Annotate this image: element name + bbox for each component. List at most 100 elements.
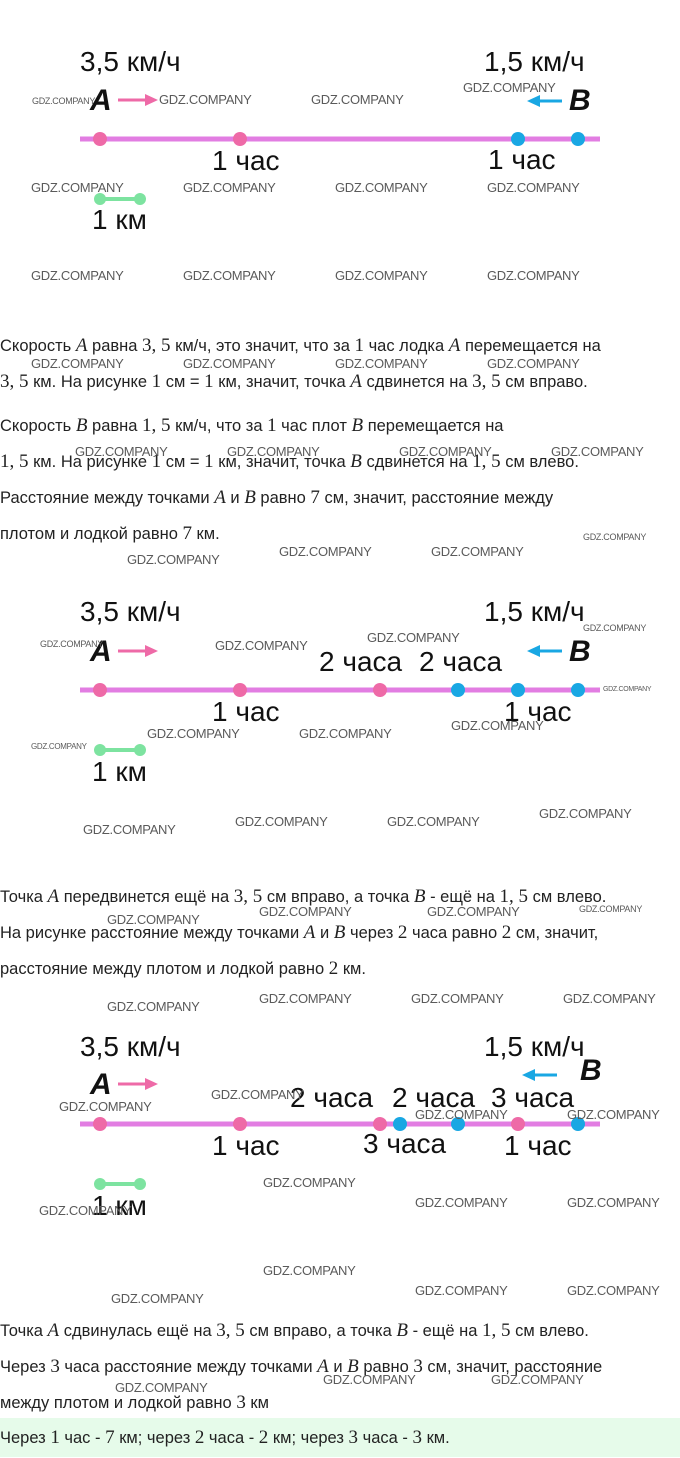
text: см, значит, (511, 924, 599, 942)
speed-b-label: 1,5 км/ч (484, 596, 585, 627)
raft-point (571, 1117, 585, 1131)
watermark: GDZ.COMPANY (603, 686, 652, 693)
text: см влево. (500, 453, 579, 471)
watermark: GDZ.COMPANY (335, 180, 428, 195)
text: плотом и лодкой равно (0, 525, 183, 543)
watermark: GDZ.COMPANY (31, 742, 87, 751)
point-b-label: B (569, 84, 591, 117)
math-b: B (347, 1356, 359, 1377)
math-number: 3 (348, 1427, 359, 1448)
math-b: B (351, 415, 364, 436)
text: км. На рисунке (28, 453, 152, 471)
math-number: 2 (397, 922, 408, 943)
speed-b-label: 1,5 км/ч (484, 46, 585, 77)
paragraph-distance: Расстояние между точками A и B равно 7 с… (0, 480, 680, 552)
point-b-label: B (569, 635, 591, 668)
hour-1-label: 1 час (212, 1130, 280, 1161)
math-a: A (303, 922, 316, 943)
hour-1-label: 1 час (504, 696, 572, 727)
point-b-label: B (580, 1054, 602, 1087)
text: - ещё на (407, 1322, 483, 1340)
math-number: 3, 5 (472, 371, 501, 392)
text: Скорость (0, 337, 76, 355)
hour-3-label: 3 часа (491, 1082, 575, 1113)
math-number: 7 (105, 1427, 115, 1448)
watermark: GDZ.COMPANY (107, 912, 200, 927)
math-number: 3, 5 (216, 1320, 245, 1341)
text: см вправо, а точка (262, 888, 414, 906)
text: перемещается на (460, 337, 601, 355)
math-b: B (413, 886, 426, 907)
text: расстояние между плотом и лодкой равно (0, 960, 329, 978)
watermark: GDZ.COMPANY (335, 356, 428, 371)
hour-3-label: 3 часа (363, 1128, 447, 1159)
text: Через (0, 1358, 51, 1376)
text: сдвинется на (361, 373, 473, 391)
boat-point (93, 1117, 107, 1131)
math-a: A (317, 1356, 329, 1377)
watermark: GDZ.COMPANY (259, 991, 352, 1006)
hour-2-label: 2 часа (419, 646, 503, 677)
boat-point (233, 1117, 247, 1131)
math-number: 2 (258, 1427, 269, 1448)
speed-a-label: 3,5 км/ч (80, 46, 181, 77)
text: равно (358, 1358, 414, 1376)
text: Скорость (0, 417, 76, 435)
arrow-a-head (145, 645, 158, 657)
math-number: 1 (151, 451, 162, 472)
speed-b-label: 1,5 км/ч (484, 1031, 585, 1062)
scale-end (134, 1178, 146, 1190)
text: час лодка (363, 337, 449, 355)
hour-2-label: 2 часа (290, 1082, 374, 1113)
text: см, значит, расстояние между (319, 489, 554, 507)
text: км (245, 1394, 269, 1412)
answer-box: Через 1 час - 7 км; через 2 часа - 2 км;… (0, 1418, 680, 1457)
math-number: 1 (204, 371, 214, 392)
text: и (225, 489, 245, 507)
speed-a-label: 3,5 км/ч (80, 1031, 181, 1062)
explanation-1: Скорость A равна 3, 5 км/ч, это значит, … (0, 328, 680, 400)
watermark: GDZ.COMPANY (367, 630, 460, 645)
watermark: GDZ.COMPANY (563, 991, 656, 1006)
text: км, значит, точка (213, 453, 351, 471)
math-a: A (75, 335, 88, 356)
math-b: B (396, 1320, 408, 1341)
hour-1-label: 1 час (504, 1130, 572, 1161)
watermark: GDZ.COMPANY (183, 356, 276, 371)
watermark: GDZ.COMPANY (31, 268, 124, 283)
paragraph-raft: Скорость B равна 1, 5 км/ч, что за 1 час… (0, 408, 680, 480)
text: между плотом и лодкой равно (0, 1394, 237, 1412)
watermark: GDZ.COMPANY (183, 268, 276, 283)
math-number: 3, 5 (142, 335, 171, 356)
math-number: 2 (328, 958, 339, 979)
math-number: 1 (204, 451, 214, 472)
watermark: GDZ.COMPANY (263, 1263, 356, 1278)
watermark: GDZ.COMPANY (399, 444, 492, 459)
math-a: A (47, 1320, 60, 1341)
text: часа равно (407, 924, 502, 942)
text: км; через (114, 1429, 195, 1447)
watermark: GDZ.COMPANY (259, 904, 352, 919)
math-number: 1, 5 (0, 451, 29, 472)
boat-point (233, 683, 247, 697)
text: часа расстояние между точками (59, 1358, 318, 1376)
text: км. (421, 1429, 450, 1447)
watermark: GDZ.COMPANY (323, 1372, 416, 1387)
watermark: GDZ.COMPANY (451, 718, 544, 733)
math-b: B (75, 415, 88, 436)
arrow-b-head (522, 1069, 535, 1081)
text: км, значит, точка (213, 373, 351, 391)
math-number: 2 (194, 1427, 205, 1448)
watermark: GDZ.COMPANY (567, 1283, 660, 1298)
watermark: GDZ.COMPANY (107, 999, 200, 1014)
text: На рисунке расстояние между точками (0, 924, 304, 942)
watermark: GDZ.COMPANY (387, 814, 480, 829)
text: равна (87, 417, 143, 435)
text: см = (161, 453, 205, 471)
watermark: GDZ.COMPANY (539, 806, 632, 821)
raft-point (451, 683, 465, 697)
raft-point (393, 1117, 407, 1131)
text: перемещается на (363, 417, 504, 435)
watermark: GDZ.COMPANY (415, 1283, 508, 1298)
raft-point (571, 132, 585, 146)
